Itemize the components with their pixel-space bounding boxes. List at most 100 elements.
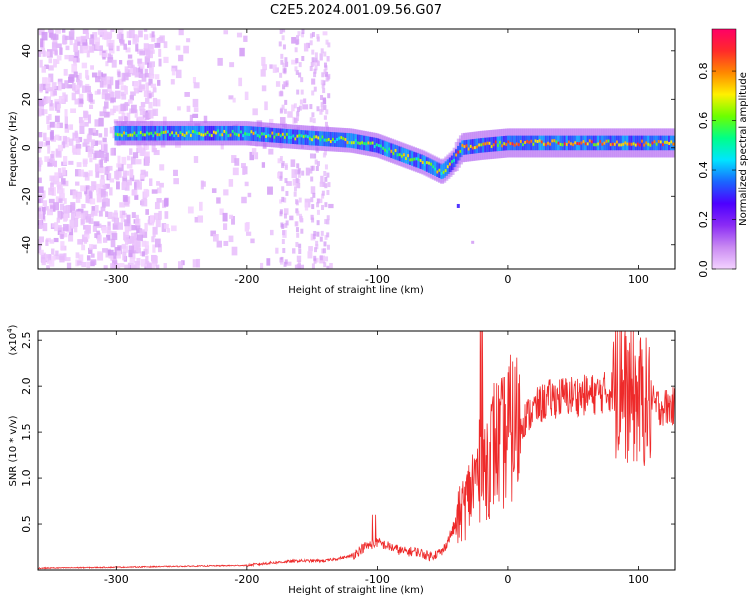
heatmap-cell bbox=[269, 118, 274, 125]
heatmap-cell bbox=[517, 135, 522, 151]
heatmap-cell bbox=[173, 134, 177, 138]
heatmap-cell bbox=[651, 141, 655, 145]
heatmap-cell bbox=[260, 69, 266, 77]
heatmap-cell bbox=[49, 121, 55, 128]
heatmap-cell bbox=[316, 198, 320, 204]
heatmap-cell bbox=[139, 147, 146, 156]
heatmap-cell bbox=[100, 206, 106, 212]
heatmap-cell bbox=[400, 154, 404, 158]
heatmap-cell bbox=[279, 72, 283, 78]
heatmap-cell bbox=[430, 162, 434, 166]
heatmap-cell bbox=[149, 214, 155, 224]
heatmap-cell bbox=[44, 206, 49, 211]
heatmap-cell bbox=[321, 83, 325, 89]
heatmap-cell bbox=[315, 244, 319, 250]
heatmap-cell bbox=[138, 73, 143, 79]
heatmap-cell bbox=[311, 78, 316, 85]
heatmap-cell bbox=[177, 261, 183, 269]
heatmap-cell bbox=[54, 222, 59, 232]
heatmap-cell bbox=[148, 132, 152, 136]
heatmap-cell bbox=[39, 105, 45, 110]
heatmap-cell bbox=[346, 140, 350, 144]
heatmap-cell bbox=[99, 179, 106, 188]
heatmap-cell bbox=[367, 141, 371, 145]
heatmap-cell bbox=[77, 193, 82, 199]
heatmap-cell bbox=[109, 178, 115, 183]
heatmap-cell bbox=[129, 125, 133, 141]
heatmap-cell bbox=[63, 68, 68, 76]
heatmap-cell bbox=[501, 144, 505, 148]
heatmap-cell bbox=[324, 183, 328, 189]
heatmap-cell bbox=[588, 135, 593, 151]
heatmap-cell bbox=[131, 212, 136, 219]
heatmap-cell bbox=[313, 258, 317, 264]
heatmap-cell bbox=[297, 31, 301, 37]
heatmap-cell bbox=[157, 79, 161, 86]
heatmap-cell bbox=[363, 142, 367, 146]
heatmap-cell bbox=[288, 135, 292, 139]
heatmap-cell bbox=[51, 255, 56, 261]
heatmap-cell bbox=[187, 206, 194, 214]
heatmap-cell bbox=[310, 130, 315, 146]
heatmap-cell bbox=[662, 143, 666, 147]
heatmap-cell bbox=[298, 62, 302, 68]
heatmap-cell bbox=[586, 142, 590, 146]
heatmap-cell bbox=[68, 54, 74, 62]
heatmap-cell bbox=[260, 262, 264, 269]
spectrogram-xtick-label: -300 bbox=[104, 273, 129, 286]
heatmap-cell bbox=[296, 89, 300, 95]
heatmap-cell bbox=[143, 125, 148, 141]
heatmap-cell bbox=[281, 35, 285, 41]
heatmap-cell bbox=[300, 130, 304, 145]
heatmap-cell bbox=[429, 159, 434, 174]
heatmap-cell bbox=[112, 223, 119, 230]
heatmap-cell bbox=[127, 133, 131, 137]
heatmap-cell bbox=[296, 106, 300, 112]
heatmap-cell bbox=[81, 212, 86, 220]
heatmap-cell bbox=[152, 228, 156, 238]
heatmap-cell bbox=[324, 234, 328, 240]
heatmap-cell bbox=[119, 202, 126, 208]
heatmap-cell bbox=[246, 132, 250, 136]
snr-ytick-label: 0.5 bbox=[20, 515, 33, 533]
heatmap-cell bbox=[321, 204, 325, 210]
heatmap-cell bbox=[58, 168, 62, 177]
heatmap-cell bbox=[102, 89, 108, 95]
heatmap-cell bbox=[284, 178, 288, 184]
heatmap-cell bbox=[130, 91, 136, 96]
heatmap-cell bbox=[282, 230, 286, 236]
heatmap-cell bbox=[617, 135, 622, 151]
heatmap-cell bbox=[122, 176, 128, 186]
heatmap-cell bbox=[298, 105, 302, 111]
heatmap-cell bbox=[136, 228, 143, 234]
heatmap-cell bbox=[325, 138, 329, 142]
heatmap-cell bbox=[121, 243, 127, 249]
heatmap-cell bbox=[71, 92, 76, 101]
heatmap-cell bbox=[143, 43, 149, 52]
heatmap-cell bbox=[38, 177, 42, 184]
heatmap-cell bbox=[148, 78, 153, 86]
heatmap-cell bbox=[177, 106, 181, 111]
heatmap-cell bbox=[250, 126, 254, 141]
heatmap-cell bbox=[471, 139, 476, 154]
heatmap-cell bbox=[333, 132, 338, 147]
heatmap-cell bbox=[659, 140, 663, 144]
heatmap-cell bbox=[321, 135, 325, 139]
heatmap-cell bbox=[316, 61, 320, 67]
heatmap-cell bbox=[150, 262, 156, 269]
heatmap-cell bbox=[403, 153, 407, 157]
heatmap-cell bbox=[158, 133, 162, 137]
heatmap-cell bbox=[279, 155, 283, 161]
heatmap-cell bbox=[38, 239, 43, 246]
heatmap-cell bbox=[306, 135, 310, 139]
heatmap-cell bbox=[139, 84, 146, 90]
heatmap-cell bbox=[521, 135, 526, 151]
heatmap-cell bbox=[63, 224, 69, 232]
heatmap-cell bbox=[117, 155, 121, 164]
heatmap-cell bbox=[149, 61, 156, 68]
heatmap-cell bbox=[269, 134, 273, 138]
heatmap-cell bbox=[252, 131, 256, 135]
heatmap-cell bbox=[58, 95, 65, 103]
heatmap-cell bbox=[81, 262, 87, 268]
